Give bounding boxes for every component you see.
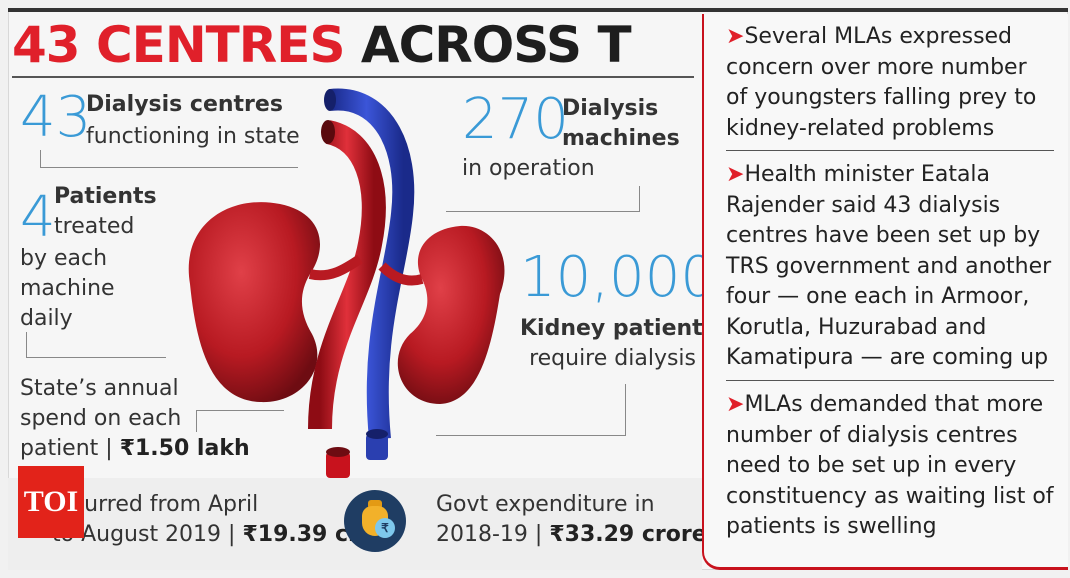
stat-patients-line1: Patients (54, 184, 157, 209)
stat-machines-line3: in operation (462, 156, 595, 181)
stat-kidney-patients: 10,000 Kidney patients require dialysis (520, 245, 716, 374)
right-kidney (397, 225, 505, 404)
stat-spend-line2: spend on each (20, 406, 182, 431)
stat-govt-line1: Govt expenditure in (436, 492, 655, 517)
arrow-icon: ➤ (726, 24, 745, 49)
sidebar-point-1: ➤Several MLAs expressed concern over mor… (726, 24, 1037, 141)
money-bag-icon: ₹ (344, 490, 406, 552)
stat-spend-line3: patient | ₹1.50 lakh (20, 434, 250, 464)
stat-govt-line2: 2018-19 | ₹33.29 crore (436, 520, 707, 550)
stat-machines-line2: machines (562, 126, 680, 151)
stat-spend-line1: State’s annual (20, 376, 179, 401)
connector-line (196, 410, 284, 432)
sidebar-panel: ➤Several MLAs expressed concern over mor… (702, 14, 1068, 570)
vein (328, 88, 415, 441)
stat-centres-value: 43 (20, 85, 92, 150)
stat-patients-value: 4 (20, 185, 56, 250)
stat-centres-line1: Dialysis centres (86, 92, 283, 117)
headline: 43 CENTRES ACROSS T (12, 14, 632, 76)
headline-rule (12, 76, 694, 78)
arrow-icon: ➤ (726, 162, 745, 187)
sidebar-point-2: ➤Health minister Eatala Rajender said 43… (726, 162, 1052, 370)
headline-part-red: 43 CENTRES (12, 16, 345, 74)
stat-govt: Govt expenditure in 2018-19 | ₹33.29 cro… (436, 490, 707, 550)
stat-govt-prefix: 2018-19 | (436, 522, 550, 547)
stat-centres-line2: functioning in state (86, 124, 300, 149)
stat-machines-value: 270 (462, 87, 569, 152)
stat-kidney-patients-line2: require dialysis (529, 346, 696, 371)
headline-part-dark: ACROSS T (360, 16, 632, 74)
connector-line (436, 384, 626, 436)
stat-incurred-line1: incurred from April (52, 492, 259, 517)
red-tube-piece (326, 452, 350, 478)
connector-line (26, 332, 166, 358)
stat-patients-line5: daily (20, 306, 73, 331)
stat-kidney-patients-line1: Kidney patients (520, 316, 716, 341)
stat-machines-line1: Dialysis (562, 96, 659, 121)
sidebar-point-3: ➤MLAs demanded that more number of dialy… (726, 392, 1054, 539)
stat-kidney-patients-value: 10,000 (520, 245, 716, 310)
left-kidney (188, 202, 320, 403)
sidebar-divider (726, 150, 1054, 151)
connector-line (40, 150, 298, 168)
stat-govt-value: ₹33.29 crore (549, 522, 707, 547)
stat-spend-prefix: patient | (20, 436, 120, 461)
stat-patients-line3: by each (20, 246, 108, 271)
rupee-coin-icon: ₹ (375, 518, 395, 538)
arrow-icon: ➤ (726, 392, 745, 417)
stat-spend-value: ₹1.50 lakh (119, 436, 250, 461)
kidney-illustration (188, 88, 505, 478)
sidebar-divider (726, 380, 1054, 381)
stat-spend: State’s annual spend on each patient | ₹… (20, 374, 250, 464)
toi-logo: TOI (18, 466, 84, 538)
top-rule (8, 8, 1068, 12)
artery (308, 120, 386, 430)
blue-tube-piece (366, 434, 388, 460)
stat-patients-line4: machine (20, 276, 115, 301)
connector-line (446, 186, 640, 212)
stat-patients-line2: treated (54, 214, 135, 239)
